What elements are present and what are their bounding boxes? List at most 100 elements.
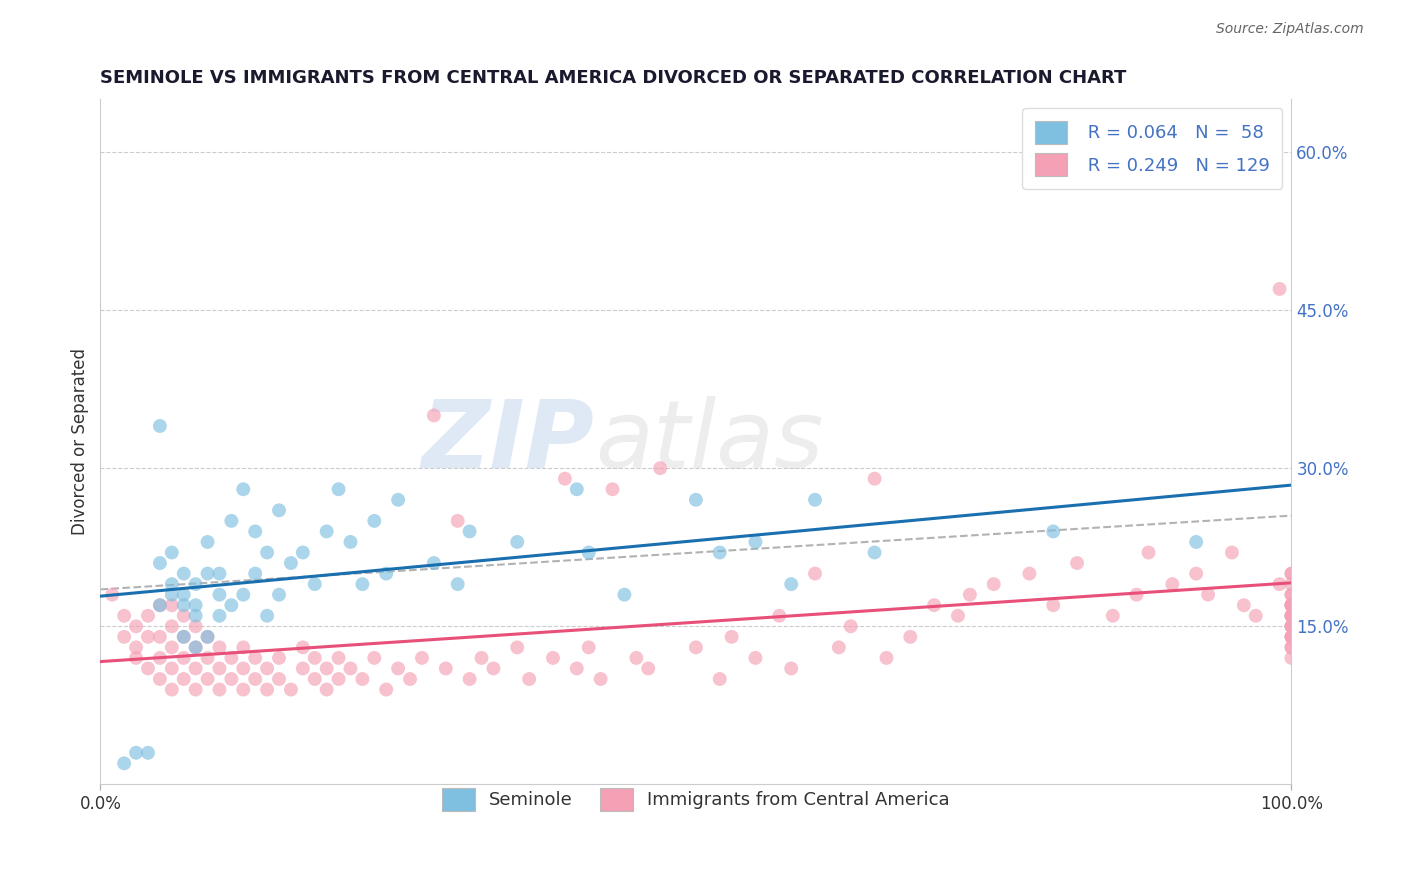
Point xyxy=(720,630,742,644)
Point xyxy=(780,577,803,591)
Point xyxy=(1281,651,1303,665)
Point xyxy=(160,682,183,697)
Point xyxy=(197,566,219,581)
Point xyxy=(482,661,505,675)
Point xyxy=(1281,598,1303,612)
Point xyxy=(184,640,207,655)
Point xyxy=(208,566,231,581)
Point xyxy=(197,630,219,644)
Point xyxy=(173,566,195,581)
Point xyxy=(1281,598,1303,612)
Point xyxy=(160,588,183,602)
Point xyxy=(602,482,624,496)
Point xyxy=(208,588,231,602)
Point xyxy=(291,640,314,655)
Point xyxy=(160,577,183,591)
Point xyxy=(208,682,231,697)
Point xyxy=(458,672,481,686)
Point xyxy=(136,630,159,644)
Point xyxy=(1197,588,1219,602)
Y-axis label: Divorced or Separated: Divorced or Separated xyxy=(72,348,89,535)
Point xyxy=(1125,588,1147,602)
Point xyxy=(221,672,243,686)
Point xyxy=(160,545,183,559)
Point xyxy=(291,545,314,559)
Point xyxy=(458,524,481,539)
Point xyxy=(197,672,219,686)
Point xyxy=(328,482,350,496)
Point xyxy=(125,619,148,633)
Point xyxy=(1244,608,1267,623)
Legend: Seminole, Immigrants from Central America: Seminole, Immigrants from Central Americ… xyxy=(430,775,962,823)
Point xyxy=(315,524,337,539)
Point xyxy=(1281,640,1303,655)
Point xyxy=(256,545,278,559)
Point xyxy=(352,577,374,591)
Point xyxy=(184,682,207,697)
Point xyxy=(1268,577,1291,591)
Point xyxy=(232,588,254,602)
Point xyxy=(804,492,827,507)
Point xyxy=(221,651,243,665)
Point xyxy=(173,598,195,612)
Point xyxy=(650,461,672,475)
Point xyxy=(160,661,183,675)
Point xyxy=(112,608,135,623)
Point xyxy=(828,640,851,655)
Text: Source: ZipAtlas.com: Source: ZipAtlas.com xyxy=(1216,22,1364,37)
Point xyxy=(280,556,302,570)
Point xyxy=(184,577,207,591)
Point xyxy=(613,588,636,602)
Point xyxy=(423,556,446,570)
Point xyxy=(578,640,600,655)
Point xyxy=(1281,566,1303,581)
Point xyxy=(184,661,207,675)
Point xyxy=(1281,630,1303,644)
Point xyxy=(184,598,207,612)
Point xyxy=(267,672,290,686)
Point xyxy=(1281,588,1303,602)
Point xyxy=(470,651,492,665)
Point xyxy=(506,640,529,655)
Point xyxy=(221,514,243,528)
Point xyxy=(173,608,195,623)
Point xyxy=(1281,619,1303,633)
Point xyxy=(946,608,969,623)
Point xyxy=(315,661,337,675)
Point xyxy=(149,556,172,570)
Point xyxy=(875,651,897,665)
Point xyxy=(744,651,766,665)
Point xyxy=(149,672,172,686)
Point xyxy=(1257,166,1279,180)
Point xyxy=(328,672,350,686)
Point xyxy=(399,672,422,686)
Point xyxy=(232,482,254,496)
Point xyxy=(256,682,278,697)
Point xyxy=(506,535,529,549)
Point xyxy=(1018,566,1040,581)
Point xyxy=(363,651,385,665)
Point xyxy=(1233,598,1256,612)
Point xyxy=(1281,588,1303,602)
Point xyxy=(160,640,183,655)
Point xyxy=(136,746,159,760)
Point xyxy=(1281,630,1303,644)
Point xyxy=(589,672,612,686)
Point xyxy=(160,619,183,633)
Point xyxy=(375,682,398,697)
Point xyxy=(267,651,290,665)
Point xyxy=(434,661,457,675)
Point xyxy=(197,535,219,549)
Point xyxy=(267,588,290,602)
Point xyxy=(423,409,446,423)
Point xyxy=(304,577,326,591)
Point xyxy=(411,651,433,665)
Point xyxy=(125,640,148,655)
Point xyxy=(256,608,278,623)
Point xyxy=(339,535,361,549)
Point xyxy=(149,598,172,612)
Point xyxy=(1281,577,1303,591)
Point xyxy=(315,682,337,697)
Point xyxy=(780,661,803,675)
Point xyxy=(709,545,731,559)
